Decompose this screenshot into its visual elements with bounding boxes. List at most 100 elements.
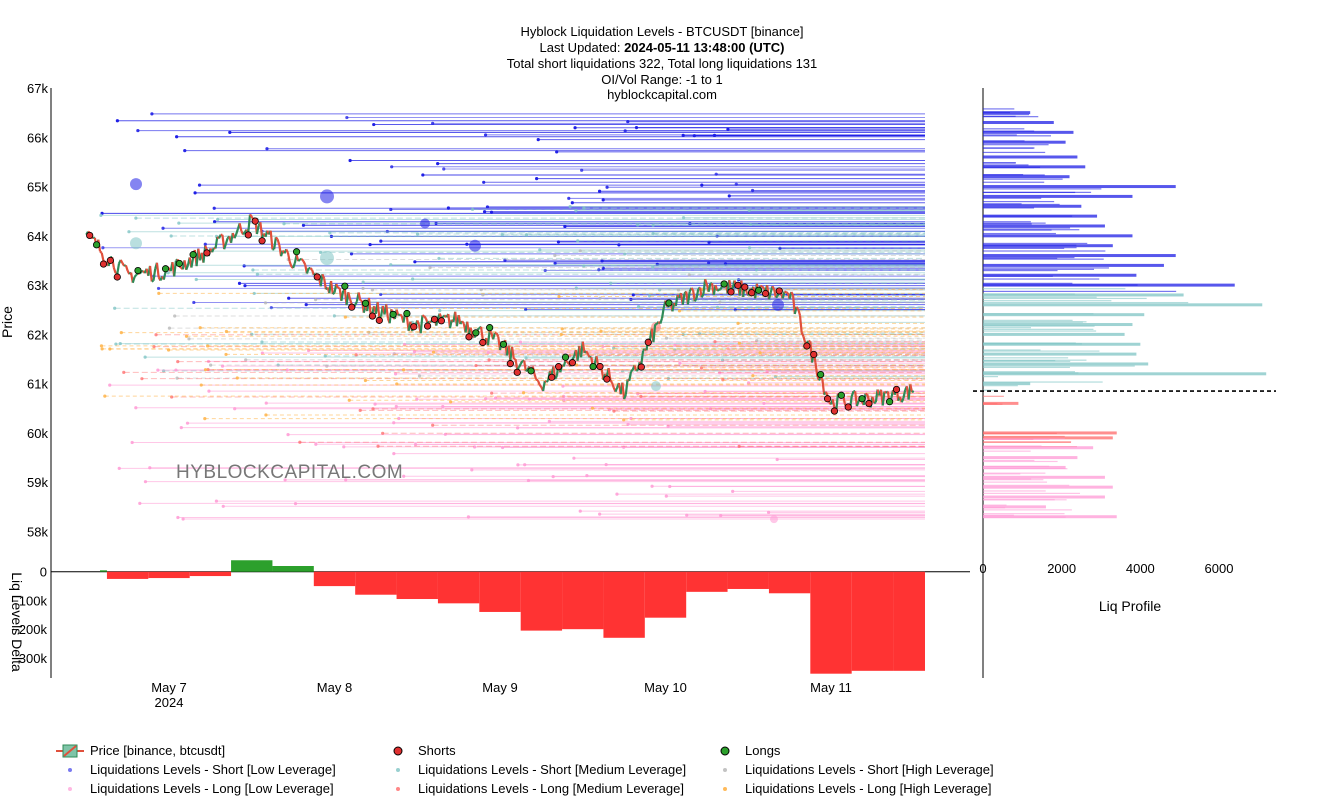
long-low-level-start <box>678 361 682 365</box>
shorts-marker <box>734 281 742 289</box>
profile-bar-detail <box>983 460 1058 463</box>
profile-bar-detail <box>983 349 1041 351</box>
shorts-marker <box>203 249 211 257</box>
shorts-marker <box>410 323 418 331</box>
short-low-level-start <box>605 185 609 189</box>
price-segment <box>798 315 803 333</box>
short-low-level-start <box>372 122 376 127</box>
long-low-level-start <box>264 401 268 405</box>
short-high-level-start <box>209 363 213 367</box>
last-updated: Last Updated: 2024-05-11 13:48:00 (UTC) <box>0 40 1324 55</box>
profile-bar <box>983 140 1066 144</box>
profile-bar <box>983 130 1074 134</box>
liquidation-bubble <box>469 239 481 252</box>
short-low-level-start <box>482 180 486 184</box>
longs-marker <box>499 340 508 348</box>
price-segment <box>535 378 539 382</box>
price-segment <box>133 274 138 278</box>
profile-bar-detail <box>983 507 1006 509</box>
profile-bar-detail <box>983 389 998 391</box>
long-low-level-start <box>572 456 576 460</box>
site-url: hyblockcapital.com <box>607 87 717 102</box>
profile-bar-detail <box>983 459 1035 462</box>
long-low-level-start <box>181 517 185 521</box>
price-segment <box>902 389 907 399</box>
short-low-level-start <box>243 284 247 288</box>
profile-bar-detail <box>983 221 1031 223</box>
long-high-legend-icon <box>723 787 727 791</box>
long-low-level-start <box>523 463 527 467</box>
price-segment <box>911 390 915 394</box>
price-segment <box>332 291 336 295</box>
long-low-level-start <box>397 416 401 421</box>
profile-bar-detail <box>983 250 1106 252</box>
short-medium-level-start <box>681 216 686 220</box>
long-low-level-start <box>130 440 134 445</box>
profile-tick-label: 6000 <box>1205 561 1234 576</box>
profile-bar-detail <box>983 188 1102 190</box>
price-segment <box>707 283 712 292</box>
profile-bar-detail <box>983 441 1071 443</box>
price-segment <box>300 258 305 262</box>
longs-marker <box>189 251 197 259</box>
short-high-level-start <box>664 336 669 340</box>
shorts-marker <box>86 231 94 240</box>
long-low-level-start <box>285 368 289 372</box>
long-high-level-start <box>590 406 595 410</box>
short-high-level-start <box>173 314 177 318</box>
shorts-marker <box>603 375 611 383</box>
last-updated-value: 2024-05-11 13:48:00 (UTC) <box>624 40 785 55</box>
profile-bar <box>983 204 1082 208</box>
profile-bar <box>983 456 1078 460</box>
delta-bar <box>106 571 149 579</box>
x-tick-label: May 10 <box>644 680 687 695</box>
profile-bar-detail <box>983 151 1046 154</box>
price-segment <box>718 288 722 291</box>
long-low-level-start <box>260 351 264 355</box>
delta-tick-label: 0 <box>40 565 47 580</box>
profile-bar-detail <box>983 207 1035 209</box>
price-segment <box>800 332 805 337</box>
shorts-marker <box>244 231 252 239</box>
delta-bar <box>396 571 438 600</box>
short-low-level-start <box>446 206 451 210</box>
profile-bar-detail <box>983 111 1010 114</box>
profile-bar-detail <box>983 247 1077 249</box>
price-segment <box>116 263 121 275</box>
long-high-level-start <box>100 347 104 351</box>
price-segment <box>536 379 541 386</box>
profile-bar-detail <box>983 472 1046 474</box>
price-segment <box>795 306 800 310</box>
price-segment <box>297 258 301 262</box>
shorts-marker <box>741 283 749 291</box>
price-tick-label: 64k <box>27 229 48 244</box>
price-tick-label: 61k <box>27 377 48 392</box>
price-segment <box>586 353 591 358</box>
price-segment <box>461 320 465 325</box>
short-medium-level-start <box>99 213 103 217</box>
short-high-legend-icon <box>723 768 727 772</box>
short-high-level-start <box>687 273 691 277</box>
price-segment <box>285 248 289 254</box>
long-high-level-start <box>736 321 740 325</box>
price-segment <box>883 390 887 394</box>
price-segment <box>881 391 886 406</box>
profile-bar-detail <box>983 232 1056 235</box>
short-high-level-start <box>361 286 365 291</box>
price-segment <box>659 317 664 324</box>
profile-bar-detail <box>983 147 1035 149</box>
longs-marker <box>389 310 397 318</box>
price-segment <box>155 262 160 278</box>
price-segment <box>831 399 836 409</box>
price-segment <box>797 308 802 316</box>
long-medium-level-start <box>487 358 491 362</box>
profile-bar-detail <box>983 313 1094 315</box>
liquidation-bubble <box>130 178 142 191</box>
shorts-marker <box>479 338 487 347</box>
liquidation-bubble <box>420 218 430 229</box>
short-medium-level-start <box>143 355 147 359</box>
long-low-level-start <box>108 383 112 387</box>
longs-marker <box>486 324 494 332</box>
profile-bar-detail <box>983 297 1147 300</box>
profile-bar <box>983 293 1184 297</box>
